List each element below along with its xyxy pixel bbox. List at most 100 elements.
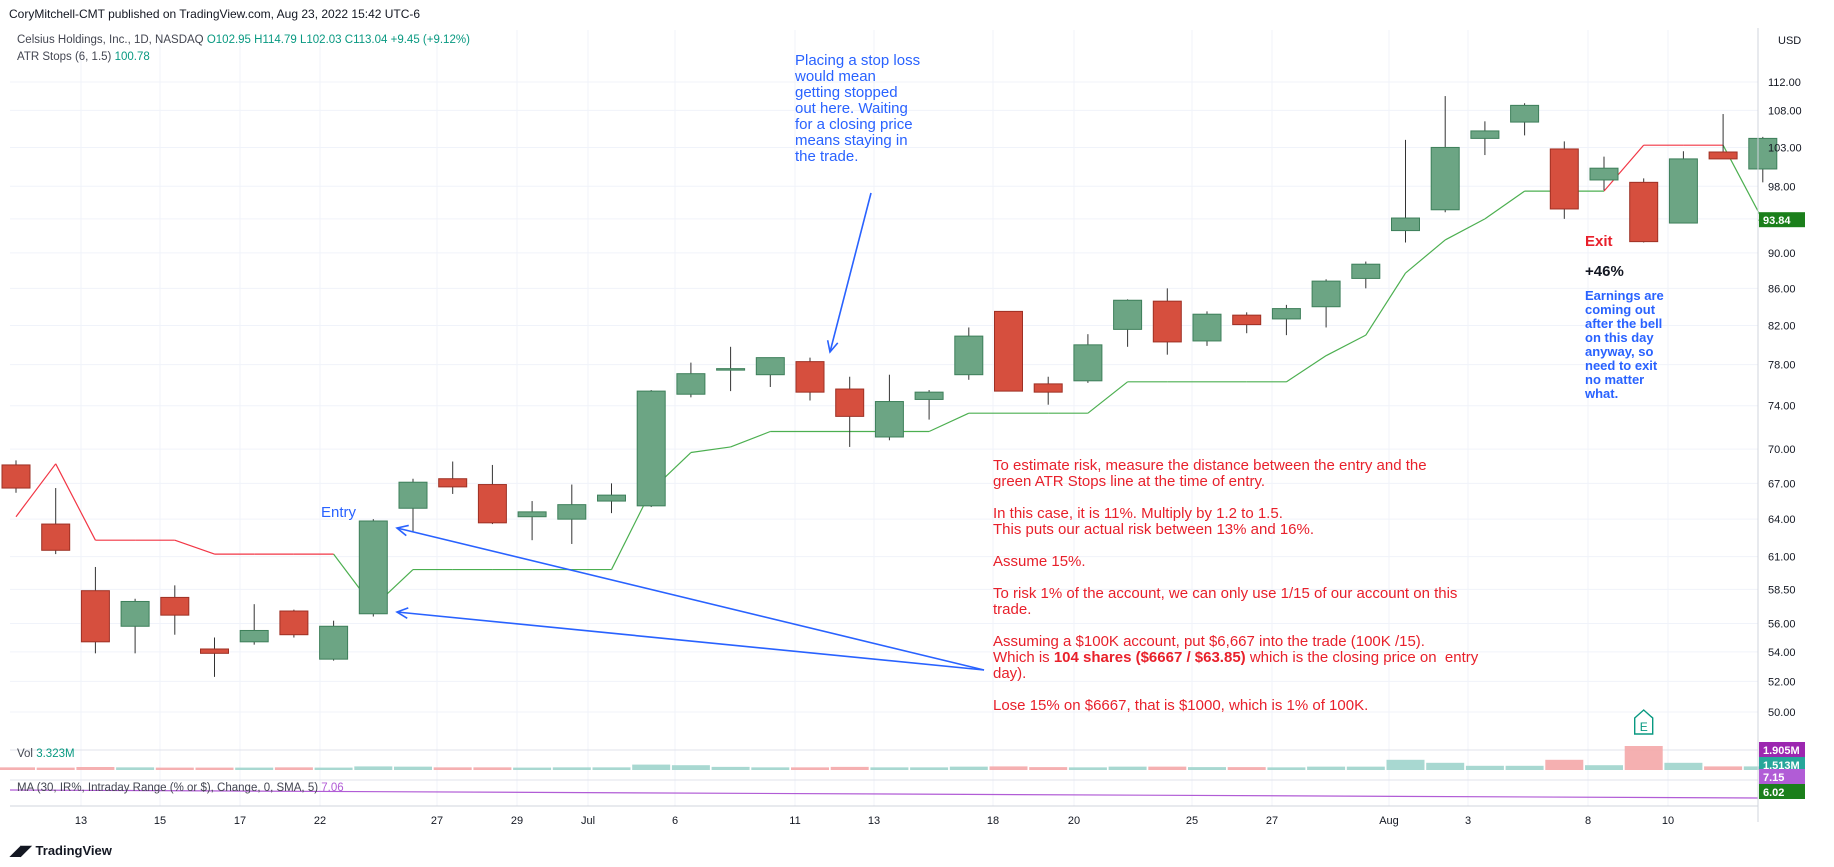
risk-p5-end: which is the closing price on entry day)… — [993, 649, 1479, 682]
atr-stop-segment — [55, 463, 96, 541]
exit-label: Exit — [1585, 233, 1613, 250]
volume-badge-purple: 1.905M — [1763, 745, 1800, 757]
volume-bar — [1029, 767, 1068, 770]
symbol-legend[interactable]: Celsius Holdings, Inc., 1D, NASDAQ O102.… — [17, 34, 470, 46]
volume-bar — [36, 767, 75, 770]
last-price-badge-bg — [1759, 212, 1805, 228]
candle-body — [1311, 280, 1341, 308]
candle-body — [358, 520, 388, 615]
risk-paragraph-4: To risk 1% of the account, we can only u… — [993, 585, 1458, 618]
price-tick-label: 78.00 — [1768, 360, 1796, 372]
tradingview-brand[interactable]: ◢◤ TradingView — [10, 842, 112, 859]
candle-body — [1271, 308, 1301, 320]
candles — [1, 96, 1778, 677]
atr-stop-segment — [1365, 272, 1407, 336]
time-tick-label: Aug — [1379, 815, 1399, 827]
volume-bar — [949, 766, 988, 770]
vol-value: 3.323M — [36, 748, 75, 760]
earnings-note: Earnings are coming out after the bell o… — [1585, 288, 1664, 401]
candle-body — [954, 335, 984, 376]
time-tick-label: 13 — [868, 815, 880, 827]
candle-body — [41, 523, 71, 551]
candle-body — [914, 391, 944, 400]
time-tick-label: 6 — [672, 815, 678, 827]
risk-p5-start: Assuming a $100K account, put $6,667 int… — [993, 633, 1425, 666]
symbol-name: Celsius Holdings, Inc., 1D, NASDAQ — [17, 34, 204, 46]
atr-value: 100.78 — [114, 51, 150, 63]
candle-body — [1192, 313, 1222, 342]
last-price-badge: 93.84 — [1763, 215, 1791, 227]
time-tick-label: 27 — [431, 815, 443, 827]
price-tick-label: 64.00 — [1768, 514, 1796, 526]
volume-bar — [1505, 765, 1544, 770]
currency-label: USD — [1778, 35, 1801, 47]
volume-bar — [1426, 762, 1465, 770]
volume-bar — [1545, 759, 1584, 770]
volume-bar — [989, 766, 1028, 770]
price-tick-label: 86.00 — [1768, 283, 1796, 295]
atr-label: ATR Stops (6, 1.5) — [17, 51, 112, 63]
risk-paragraph-5: Assuming a $100K account, put $6,667 int… — [993, 634, 1573, 682]
atr-stop-segment — [1087, 381, 1128, 414]
atr-stop-segment — [928, 412, 970, 433]
atr-stop-segment — [690, 446, 731, 454]
ma-line — [9, 789, 1759, 799]
time-tick-label: 3 — [1465, 815, 1471, 827]
time-tick-label: 11 — [789, 815, 800, 827]
candle-body — [1, 464, 31, 489]
candle-body — [200, 648, 229, 654]
time-tick-label: 18 — [987, 815, 999, 827]
candle-body — [1430, 146, 1460, 211]
atr-legend[interactable]: ATR Stops (6, 1.5) 100.78 — [17, 51, 150, 63]
volume-bar — [76, 767, 115, 770]
ma-value: 7.06 — [321, 782, 344, 794]
candle-body — [1549, 148, 1579, 210]
risk-paragraph-2: In this case, it is 11%. Multiply by 1.2… — [993, 505, 1315, 538]
volume-bar — [751, 767, 790, 770]
volume-bar — [354, 766, 393, 770]
candle-body — [80, 590, 110, 643]
volume-bar — [116, 767, 155, 770]
volume-bar — [910, 767, 949, 770]
volume-bar — [513, 767, 552, 770]
ma-label: MA (30, IR%, Intraday Range (% or $), Ch… — [17, 782, 319, 794]
candle-body — [835, 388, 865, 417]
candle-body — [517, 511, 547, 518]
candle-body — [994, 310, 1023, 392]
price-tick-label: 67.00 — [1768, 478, 1796, 490]
stop-loss-note: Placing a stop loss would mean getting s… — [795, 52, 921, 165]
volume-bar — [711, 766, 750, 770]
volume-bar — [870, 767, 909, 770]
stop-note-arrow-head — [826, 340, 839, 354]
volume-bar — [1585, 765, 1623, 770]
stop-note-arrow — [829, 192, 872, 353]
candle-body — [1510, 104, 1540, 123]
price-tick-label: 98.00 — [1768, 181, 1796, 193]
volume-bar — [235, 767, 274, 770]
candle-body — [438, 478, 468, 488]
volume-bar — [1108, 766, 1147, 770]
entry-arrow-lower — [396, 611, 985, 671]
tradingview-logo-icon: ◢◤ — [10, 842, 32, 858]
time-tick-label: 13 — [75, 815, 87, 827]
earnings-marker-icon — [1634, 709, 1654, 735]
ohlc-change: +9.45 (+9.12%) — [390, 34, 470, 46]
ma-legend[interactable]: MA (30, IR%, Intraday Range (% or $), Ch… — [17, 782, 344, 794]
candle-body — [1748, 137, 1778, 170]
candle-body — [1152, 300, 1182, 343]
volume-bar — [592, 767, 631, 770]
volume-bar — [830, 766, 869, 770]
atr-stop-segment — [1405, 239, 1446, 274]
volume-bar — [314, 767, 353, 770]
volume-bar — [1267, 767, 1306, 770]
candle-body — [795, 361, 825, 393]
ma-indicator-pane — [9, 789, 1759, 799]
volume-legend[interactable]: Vol 3.323M — [17, 748, 75, 760]
time-tick-label: 10 — [1662, 815, 1674, 827]
volume-bar — [1148, 766, 1187, 770]
candle-body — [1351, 263, 1381, 279]
candle-body — [1113, 299, 1143, 330]
time-tick-label: 25 — [1186, 815, 1198, 827]
candle-body — [1470, 130, 1500, 139]
